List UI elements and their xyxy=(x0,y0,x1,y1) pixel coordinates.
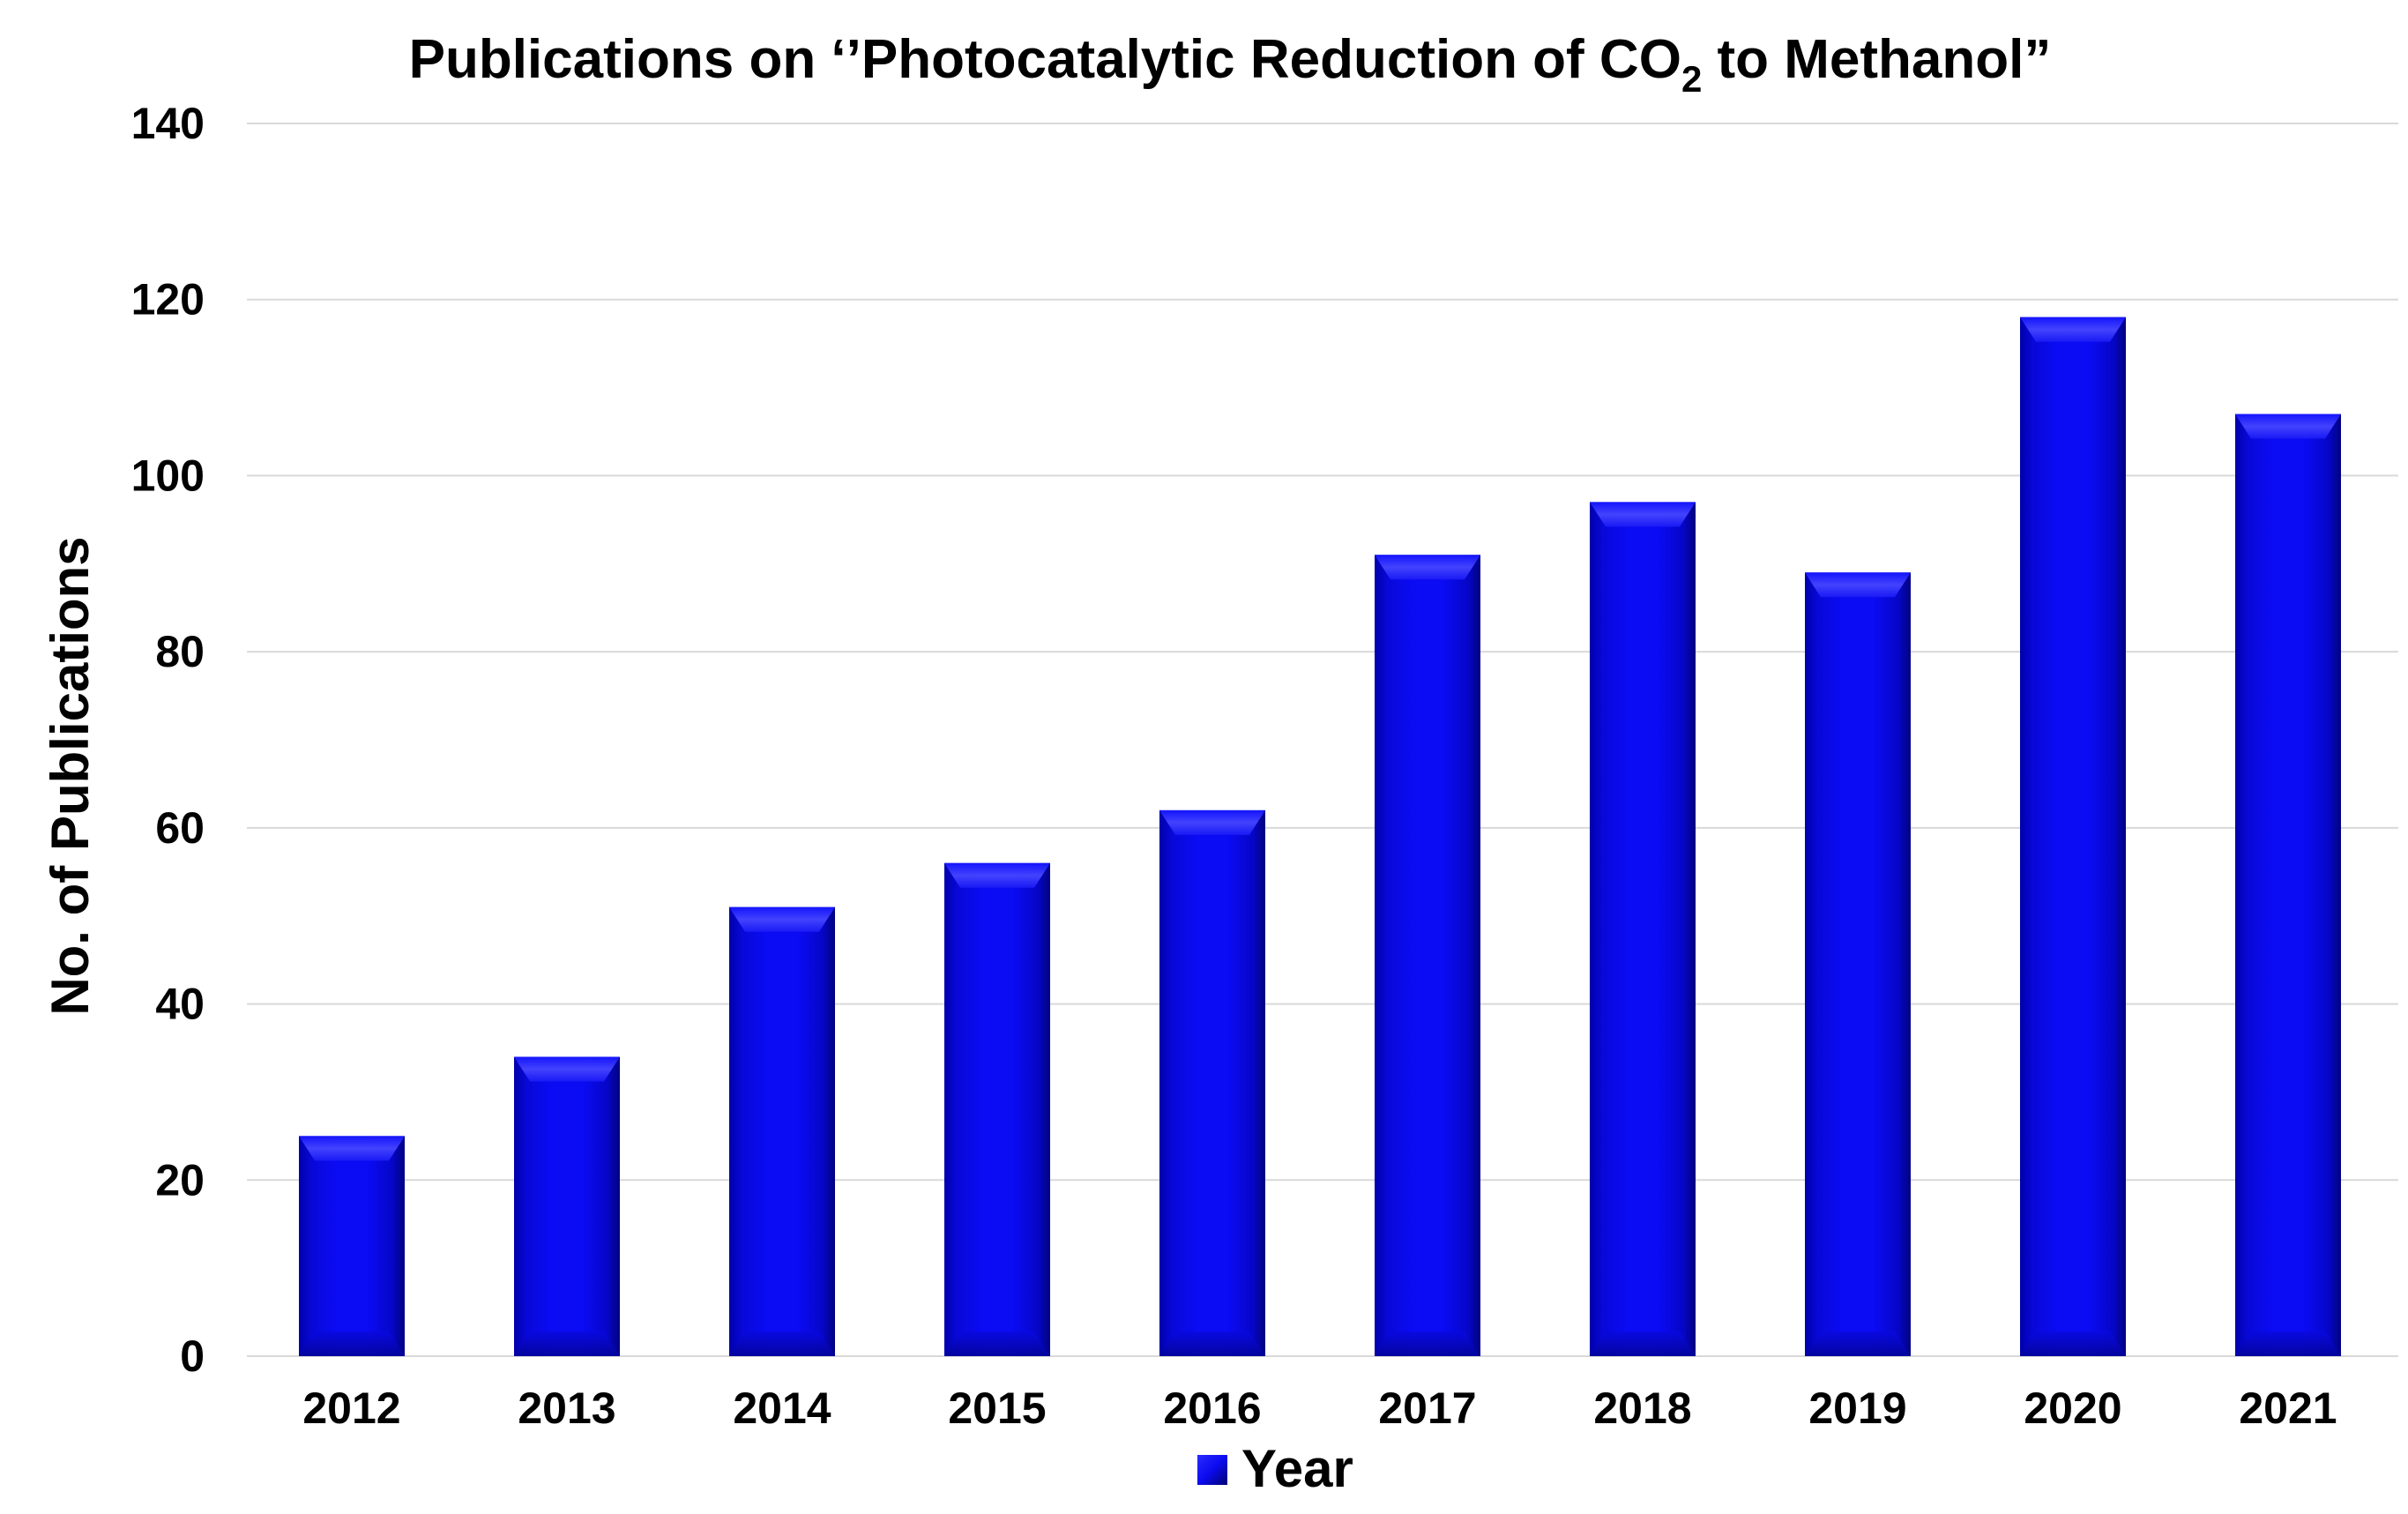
x-tick-label: 2016 xyxy=(1163,1383,1261,1433)
legend: Year xyxy=(1197,1439,1353,1498)
bar-body xyxy=(1590,502,1696,1356)
bar-cap xyxy=(2020,317,2126,342)
bar-2016 xyxy=(1159,809,1265,1356)
x-tick-label: 2013 xyxy=(518,1383,615,1433)
bar-body xyxy=(2020,317,2126,1357)
bar-body xyxy=(1159,809,1265,1356)
bars xyxy=(299,317,2341,1357)
x-tick-label: 2020 xyxy=(2024,1383,2121,1433)
bar-body xyxy=(1375,555,1480,1356)
x-tick-label: 2014 xyxy=(733,1383,831,1433)
x-axis-ticks: 2012 2013 2014 2015 2016 2017 2018 2019 2020 2021 xyxy=(302,1383,2337,1433)
bar-base xyxy=(2020,1331,2126,1356)
bar-body xyxy=(1805,572,1911,1356)
bar-base xyxy=(1590,1331,1696,1356)
bar-cap xyxy=(1159,809,1265,835)
bar-cap xyxy=(1375,555,1480,580)
y-tick-label: 140 xyxy=(131,99,205,148)
y-tick-label: 40 xyxy=(155,980,205,1029)
bar-cap xyxy=(1590,502,1696,527)
x-tick-label: 2019 xyxy=(1808,1383,1906,1433)
legend-swatch xyxy=(1197,1455,1227,1485)
bar-base xyxy=(1375,1331,1480,1356)
bar-cap xyxy=(299,1136,405,1161)
bar-body xyxy=(944,862,1050,1356)
y-tick-label: 120 xyxy=(131,275,205,324)
bar-2015 xyxy=(944,862,1050,1356)
bar-base xyxy=(1159,1331,1265,1356)
bar-body xyxy=(514,1056,620,1356)
bar-2013 xyxy=(514,1056,620,1356)
y-axis-ticks: 0 20 40 60 80 100 120 140 xyxy=(131,99,205,1381)
x-tick-label: 2015 xyxy=(948,1383,1046,1433)
y-tick-label: 60 xyxy=(155,803,205,853)
bar-base xyxy=(2235,1331,2341,1356)
bar-base xyxy=(299,1331,405,1356)
x-tick-label: 2021 xyxy=(2239,1383,2337,1433)
bar-base xyxy=(514,1331,620,1356)
bar-base xyxy=(729,1331,835,1356)
chart-title-suffix: to Methanol” xyxy=(1702,29,2051,90)
x-tick-label: 2018 xyxy=(1593,1383,1691,1433)
bar-2012 xyxy=(299,1136,405,1356)
y-tick-label: 20 xyxy=(155,1155,205,1204)
bar-2020 xyxy=(2020,317,2126,1357)
bar-base xyxy=(1805,1331,1911,1356)
chart-title-main: Publications on ‘’Photocatalytic Reducti… xyxy=(409,29,1681,90)
bar-body xyxy=(729,906,835,1356)
y-tick-label: 80 xyxy=(155,627,205,676)
bar-cap xyxy=(729,906,835,932)
chart-title-subscript: 2 xyxy=(1681,58,1702,100)
y-axis-label: No. of Publications xyxy=(41,536,100,1015)
bar-base xyxy=(944,1331,1050,1356)
bar-cap xyxy=(1805,572,1911,598)
chart-title: Publications on ‘’Photocatalytic Reducti… xyxy=(409,29,2052,100)
bar-body xyxy=(299,1136,405,1356)
x-tick-label: 2012 xyxy=(302,1383,400,1433)
bar-cap xyxy=(944,862,1050,888)
bar-2019 xyxy=(1805,572,1911,1356)
legend-label: Year xyxy=(1241,1439,1353,1498)
bar-cap xyxy=(2235,414,2341,439)
y-tick-label: 0 xyxy=(180,1331,205,1381)
y-tick-label: 100 xyxy=(131,451,205,500)
bar-2021 xyxy=(2235,414,2341,1356)
bar-2017 xyxy=(1375,555,1480,1356)
bar-2014 xyxy=(729,906,835,1356)
bar-cap xyxy=(514,1056,620,1082)
bar-body xyxy=(2235,414,2341,1356)
bar-2018 xyxy=(1590,502,1696,1356)
x-tick-label: 2017 xyxy=(1378,1383,1476,1433)
